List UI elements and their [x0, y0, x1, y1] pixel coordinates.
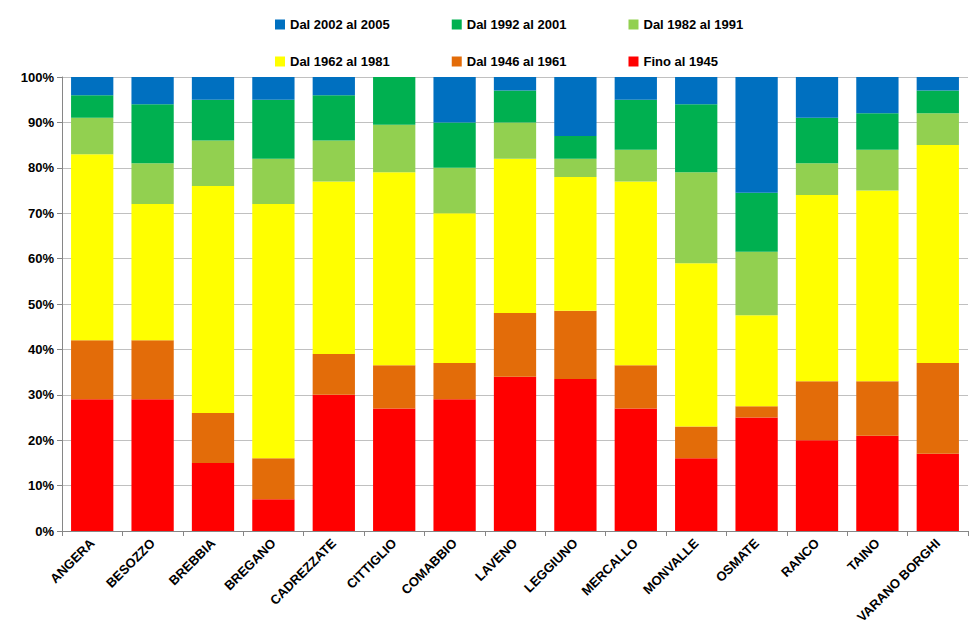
svg-text:Dal 1962 al 1981: Dal 1962 al 1981: [290, 54, 390, 69]
svg-text:80%: 80%: [28, 160, 54, 175]
svg-text:Dal 2002 al 2005: Dal 2002 al 2005: [290, 17, 390, 32]
svg-text:LAVENO: LAVENO: [472, 536, 520, 584]
svg-text:90%: 90%: [28, 115, 54, 130]
svg-text:OSMATE: OSMATE: [713, 535, 762, 584]
svg-text:50%: 50%: [28, 297, 54, 312]
svg-text:Dal 1946 al 1961: Dal 1946 al 1961: [467, 54, 567, 69]
svg-text:CITTIGLIO: CITTIGLIO: [343, 536, 399, 592]
svg-text:100%: 100%: [21, 70, 55, 85]
svg-text:RANCO: RANCO: [778, 536, 822, 580]
svg-text:Dal 1992 al 2001: Dal 1992 al 2001: [467, 17, 567, 32]
svg-text:BESOZZO: BESOZZO: [103, 536, 158, 591]
svg-text:TAINO: TAINO: [844, 536, 882, 574]
svg-text:BREBBIA: BREBBIA: [166, 535, 219, 588]
svg-text:Dal 1982 al 1991: Dal 1982 al 1991: [643, 17, 743, 32]
svg-text:VARANO BORGHI: VARANO BORGHI: [854, 536, 943, 625]
svg-text:BREGANO: BREGANO: [221, 536, 279, 594]
svg-text:ANGERA: ANGERA: [47, 535, 98, 586]
svg-text:40%: 40%: [28, 342, 54, 357]
svg-text:60%: 60%: [28, 251, 54, 266]
svg-text:0%: 0%: [35, 524, 54, 539]
svg-text:CADREZZATE: CADREZZATE: [267, 535, 339, 607]
svg-text:70%: 70%: [28, 206, 54, 221]
svg-text:Fino al 1945: Fino al 1945: [643, 54, 717, 69]
svg-text:MONVALLE: MONVALLE: [640, 535, 702, 597]
svg-text:MERCALLO: MERCALLO: [578, 536, 641, 599]
svg-text:30%: 30%: [28, 387, 54, 402]
svg-text:COMABBIO: COMABBIO: [398, 536, 460, 598]
svg-text:LEGGIUNO: LEGGIUNO: [521, 536, 581, 596]
svg-text:10%: 10%: [28, 478, 54, 493]
svg-text:20%: 20%: [28, 433, 54, 448]
